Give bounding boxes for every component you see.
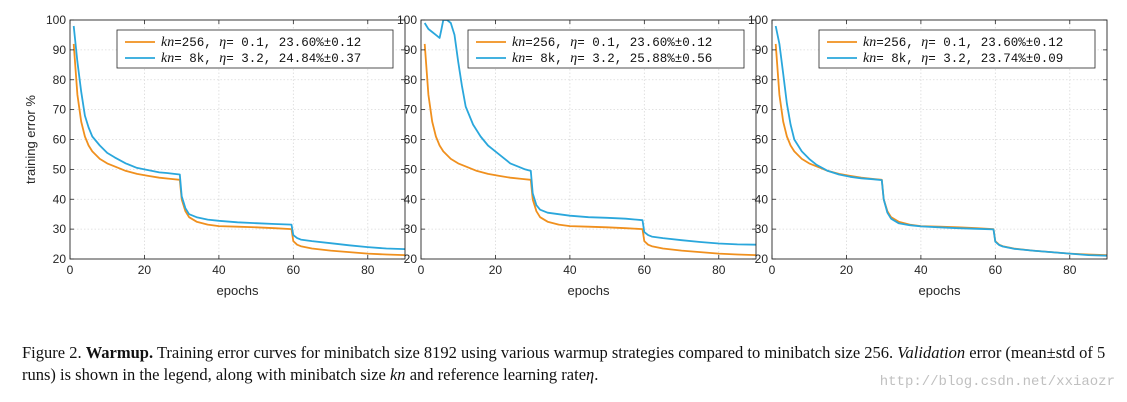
legend-box [467,29,745,69]
series-line-orange [774,43,1107,256]
y-tick-label: 50 [53,162,67,176]
caption-line2a: error (mean±std of 5 runs) is shown in t… [22,343,1106,384]
y-tick-label: 70 [53,103,67,117]
x-tick-label: 20 [840,263,854,277]
x-tick-label: 80 [712,263,726,277]
x-tick-label: 40 [212,263,226,277]
x-tick-label: 60 [638,263,652,277]
y-tick-label: 40 [404,192,418,206]
x-tick-label: 20 [138,263,152,277]
series-line-blue [423,20,756,246]
y-tick-label: 60 [53,133,67,147]
y-tick-label: 60 [755,133,769,147]
x-tick-label: 60 [989,263,1003,277]
y-tick-label: 50 [404,162,418,176]
y-tick-label: 20 [53,252,67,266]
y-tick-label: 100 [748,13,768,27]
caption-period: . [594,365,599,384]
y-tick-label: 30 [53,222,67,236]
caption-eta: η [586,365,595,384]
x-axis-label: epochs [217,283,259,298]
y-tick-label: 100 [397,13,417,27]
y-tick-label: 50 [755,162,769,176]
x-tick-label: 0 [769,263,776,277]
caption-line2b: and reference learning rate [409,365,587,384]
y-tick-label: 90 [404,43,418,57]
y-tick-label: 30 [404,222,418,236]
legend-entry: kn=256, η= 0.1, 23.60%±0.12 [161,35,361,50]
y-tick-label: 90 [755,43,769,57]
y-tick-label: 80 [53,73,67,87]
y-tick-label: 70 [755,103,769,117]
y-tick-label: 90 [53,43,67,57]
series-line-blue [774,25,1107,257]
watermark: http://blog.csdn.net/xxiaozr [879,374,1115,390]
series-line-orange [72,43,405,256]
y-tick-label: 30 [755,222,769,236]
caption-validation: Validation [897,343,966,362]
legend-entry: kn=256, η= 0.1, 23.60%±0.12 [863,35,1063,50]
y-axis-label: training error % [23,95,38,184]
caption-kn: kn [389,365,406,384]
x-tick-label: 20 [489,263,503,277]
caption-title: Warmup. [85,343,154,362]
y-tick-label: 70 [404,103,418,117]
x-tick-label: 40 [914,263,928,277]
x-axis-label: epochs [568,283,610,298]
y-tick-label: 20 [404,252,418,266]
legend-entry: kn=256, η= 0.1, 23.60%±0.12 [512,35,712,50]
series-line-blue [72,25,405,250]
caption-line1: Training error curves for minibatch size… [156,343,894,362]
y-tick-label: 60 [404,133,418,147]
y-tick-label: 40 [755,192,769,206]
y-tick-label: 20 [755,252,769,266]
y-tick-label: 100 [46,13,66,27]
x-axis-label: epochs [919,283,961,298]
figure-label: Figure 2. [22,343,82,362]
series-line-orange [423,43,756,256]
y-tick-label: 80 [404,73,418,87]
x-tick-label: 0 [418,263,425,277]
legend-box [116,29,394,69]
legend-entry: kn= 8k, η= 3.2, 23.74%±0.09 [863,51,1063,66]
y-tick-label: 80 [755,73,769,87]
x-tick-label: 60 [287,263,301,277]
legend-entry: kn= 8k, η= 3.2, 25.88%±0.56 [512,51,712,66]
x-tick-label: 40 [563,263,577,277]
x-tick-label: 80 [361,263,375,277]
y-tick-label: 40 [53,192,67,206]
x-tick-label: 80 [1063,263,1077,277]
figure-caption: Figure 2. Warmup. Training error curves … [22,342,1112,386]
legend-entry: kn= 8k, η= 3.2, 24.84%±0.37 [161,51,361,66]
x-tick-label: 0 [67,263,74,277]
legend-box [818,29,1096,69]
